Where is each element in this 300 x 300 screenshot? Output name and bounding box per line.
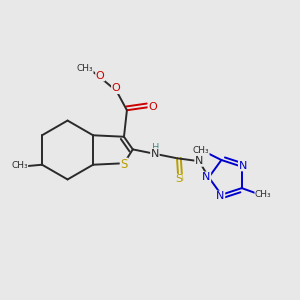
Text: H: H xyxy=(196,150,204,160)
Text: N: N xyxy=(216,191,225,201)
Text: O: O xyxy=(96,71,104,81)
Text: CH₃: CH₃ xyxy=(193,146,209,155)
Text: N: N xyxy=(238,161,247,171)
Text: O: O xyxy=(112,83,120,94)
Text: N: N xyxy=(195,156,203,166)
Text: CH₃: CH₃ xyxy=(76,64,93,73)
Text: CH₃: CH₃ xyxy=(255,190,272,199)
Text: O: O xyxy=(148,102,157,112)
Text: N: N xyxy=(151,149,159,159)
Text: H: H xyxy=(152,142,160,153)
Text: S: S xyxy=(120,158,128,171)
Text: S: S xyxy=(175,174,182,184)
Text: CH₃: CH₃ xyxy=(11,161,28,170)
Text: N: N xyxy=(202,172,211,182)
